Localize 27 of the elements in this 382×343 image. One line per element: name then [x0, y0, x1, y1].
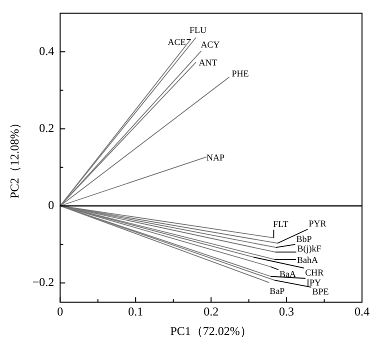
text: CHR: [305, 267, 324, 278]
x-tick-label: 0.2: [204, 304, 219, 319]
text: B(j)kF: [297, 243, 322, 254]
series-label: ACE: [168, 36, 186, 47]
series-label: PHE: [232, 68, 250, 79]
x-tick-label: 0.1: [128, 304, 144, 319]
y-axis-title: PC2（12.08%）: [7, 116, 22, 199]
text: BPE: [312, 286, 330, 297]
series-label: ACY: [200, 39, 220, 50]
series-label: NAP: [206, 152, 225, 162]
series-label: FLT: [273, 219, 289, 230]
text: PYR: [308, 218, 326, 229]
text: BahA: [296, 254, 318, 265]
series-label: FLU: [189, 24, 207, 35]
x-tick-label: 0.3: [279, 304, 294, 319]
text: IPY: [306, 278, 322, 288]
x-tick-label: 0.4: [354, 304, 370, 319]
text: BbP: [296, 234, 312, 244]
y-tick-label: 0: [48, 198, 54, 212]
series-label: BaA: [279, 269, 296, 280]
series-label: ANT: [198, 57, 218, 68]
x-tick-label: 0: [57, 304, 64, 319]
y-tick-label: 0.2: [39, 120, 54, 135]
y-tick-label: 0.4: [39, 44, 54, 58]
y-tick-label: −0.2: [32, 275, 54, 290]
series-label: BaP: [270, 286, 285, 296]
x-axis-title: PC1（72.02%）: [170, 324, 252, 338]
